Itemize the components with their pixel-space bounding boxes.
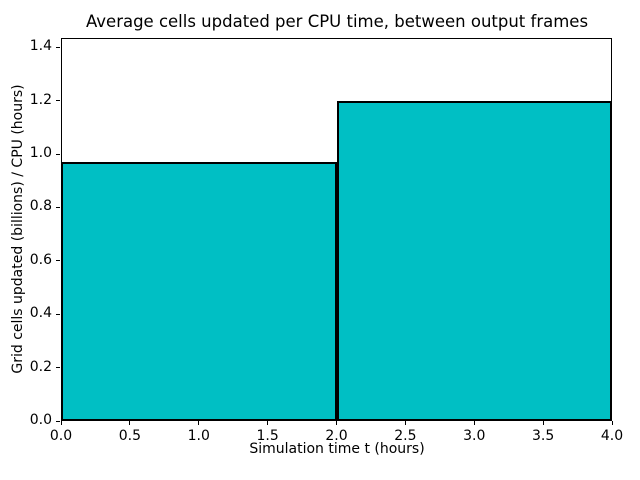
x-tick-label: 2.0 bbox=[325, 428, 348, 444]
x-tick-mark bbox=[611, 421, 613, 425]
x-tick-mark bbox=[473, 421, 475, 425]
y-tick-label: 0.8 bbox=[29, 198, 52, 215]
y-tick-label: 1.0 bbox=[29, 145, 52, 162]
x-tick-label: 1.5 bbox=[256, 428, 279, 444]
x-tick-mark bbox=[267, 421, 269, 425]
x-tick-label: 3.0 bbox=[463, 428, 486, 444]
x-tick-mark bbox=[336, 421, 337, 425]
x-tick-mark bbox=[542, 421, 544, 425]
chart-title: Average cells updated per CPU time, betw… bbox=[85, 12, 589, 31]
y-tick-label: 0.4 bbox=[29, 305, 52, 322]
x-tick-mark bbox=[198, 421, 200, 425]
y-tick-mark bbox=[56, 260, 60, 262]
x-tick-label: 2.5 bbox=[394, 428, 417, 444]
x-axis-label: Simulation time t (hours) bbox=[249, 441, 425, 457]
x-tick-mark bbox=[60, 421, 62, 425]
y-tick-mark bbox=[56, 206, 60, 208]
y-tick-mark bbox=[56, 420, 60, 422]
histogram-bar bbox=[61, 162, 337, 421]
y-tick-label: 0.6 bbox=[29, 251, 52, 268]
histogram-bar bbox=[336, 100, 612, 421]
y-axis-label: Grid cells updated (billions) / CPU (hou… bbox=[10, 84, 26, 374]
y-tick-mark bbox=[56, 100, 60, 102]
y-tick-mark bbox=[56, 46, 60, 48]
x-tick-label: 0.0 bbox=[49, 428, 73, 444]
y-tick-mark bbox=[56, 367, 60, 369]
x-tick-mark bbox=[404, 421, 406, 425]
x-tick-label: 4.0 bbox=[600, 428, 624, 444]
y-tick-mark bbox=[56, 153, 60, 155]
y-tick-label: 0.0 bbox=[29, 412, 52, 428]
x-tick-mark bbox=[129, 421, 131, 425]
x-tick-label: 1.0 bbox=[187, 428, 210, 444]
x-tick-label: 0.5 bbox=[118, 428, 141, 444]
y-tick-label: 1.4 bbox=[29, 38, 52, 55]
y-tick-mark bbox=[56, 313, 60, 315]
y-tick-label: 1.2 bbox=[29, 91, 52, 108]
y-tick-label: 0.2 bbox=[29, 358, 52, 375]
x-tick-label: 3.5 bbox=[531, 428, 555, 444]
